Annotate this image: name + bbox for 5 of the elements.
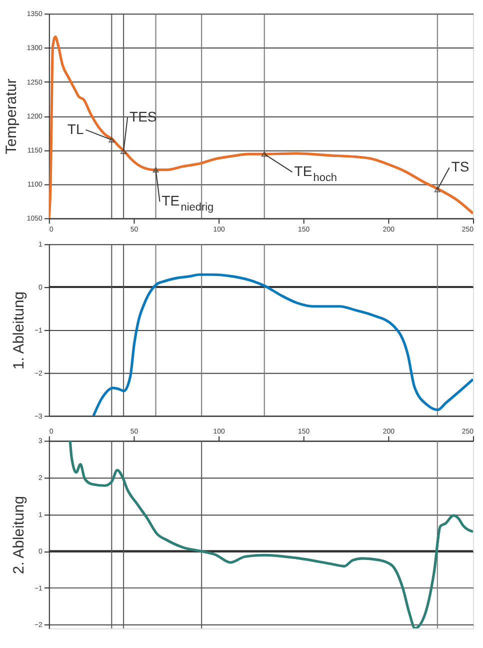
annotation: TL (67, 120, 84, 137)
annotation: TS (451, 158, 470, 175)
y-axis-title: Temperatur (2, 78, 20, 154)
y-axis-title: 1. Ableitung (10, 291, 28, 370)
y-axis-title: 2. Ableitung (10, 496, 28, 574)
